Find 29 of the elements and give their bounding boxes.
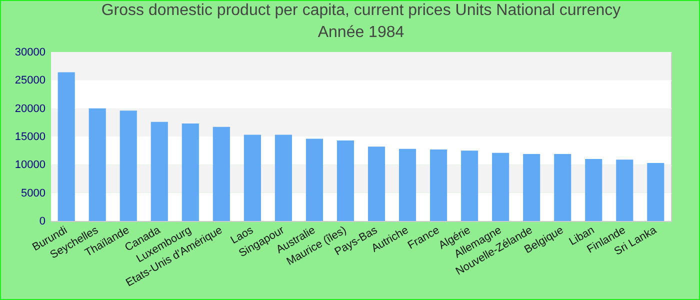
bar [616,160,634,221]
bar [212,126,230,221]
bar [336,140,354,221]
bar [398,148,416,221]
bar [430,149,448,221]
chart-title: Gross domestic product per capita, current prices Units National currency [101,2,621,19]
y-tick-label: 5000 [21,187,46,200]
bar [182,124,199,221]
bar [585,159,602,221]
bar [492,152,510,221]
bar [368,146,386,221]
bar [554,154,572,221]
bar [88,108,106,221]
bar [244,134,261,221]
chart-subtitle: Année 1984 [318,24,404,41]
y-tick-label: 25000 [14,74,46,87]
y-tick-label: 20000 [14,102,46,115]
y-tick-label: 10000 [14,159,46,172]
bar [461,150,478,221]
y-tick-label: 15000 [14,131,46,143]
y-tick-label: 0 [39,216,46,228]
bar [274,134,292,221]
bar [647,162,664,221]
bar [58,72,75,221]
bar [306,138,324,221]
bar [523,154,540,221]
bar [120,110,137,221]
bar [150,122,168,221]
y-tick-label: 30000 [14,46,46,58]
